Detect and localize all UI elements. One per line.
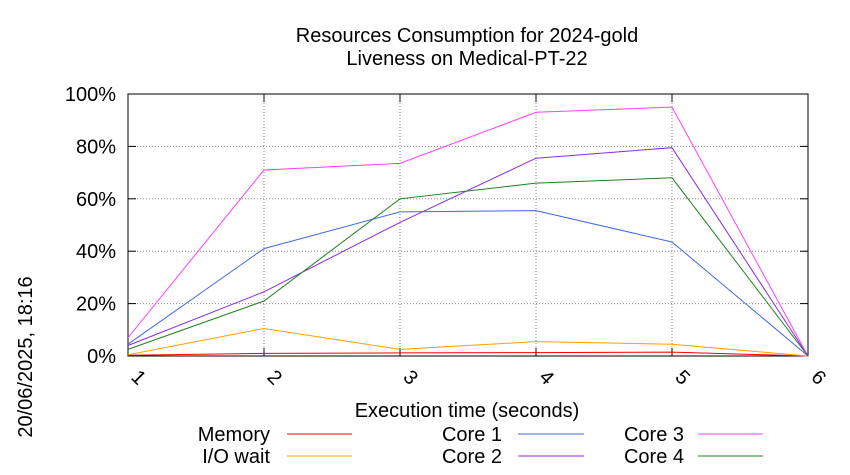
x-tick-label: 3 [399,366,422,389]
legend-label-memory: Memory [198,424,270,446]
legend-label-i-o-wait: I/O wait [202,446,270,468]
series-line-core-1 [127,210,809,357]
x-axis-label: Execution time (seconds) [355,400,580,422]
legend-label-core-2: Core 2 [442,446,502,468]
legend-label-core-4: Core 4 [624,446,684,468]
axes: 0% 20% 40% 60% 80% 100% 1 2 3 4 5 6 [65,84,830,389]
y-tick-label: 60% [76,189,116,211]
series-line-core-4 [127,177,809,357]
series-line-i-o-wait [127,327,809,357]
chart-title-line1: Resources Consumption for 2024-gold [296,25,638,47]
legend-label-core-3: Core 3 [624,424,684,446]
y-tick-label: 100% [65,84,116,106]
series-lines [127,106,809,357]
x-tick-label: 1 [127,366,150,389]
series-line-core-2 [127,147,809,357]
grid [128,94,808,356]
series-line-memory [127,351,809,357]
x-tick-label: 5 [671,366,694,389]
y-tick-label: 0% [87,346,116,368]
timestamp-label: 20/06/2025, 18:16 [15,276,37,437]
y-tick-label: 40% [76,241,116,263]
x-tick-label: 6 [807,366,830,389]
chart-title-line2: Liveness on Medical-PT-22 [346,48,587,70]
x-tick-label: 4 [535,366,558,389]
x-tick-label: 2 [263,366,286,389]
plot-border [127,93,809,357]
legend-label-core-1: Core 1 [442,424,502,446]
y-tick-label: 80% [76,136,116,158]
y-tick-label: 20% [76,294,116,316]
series-line-core-3 [127,106,809,357]
